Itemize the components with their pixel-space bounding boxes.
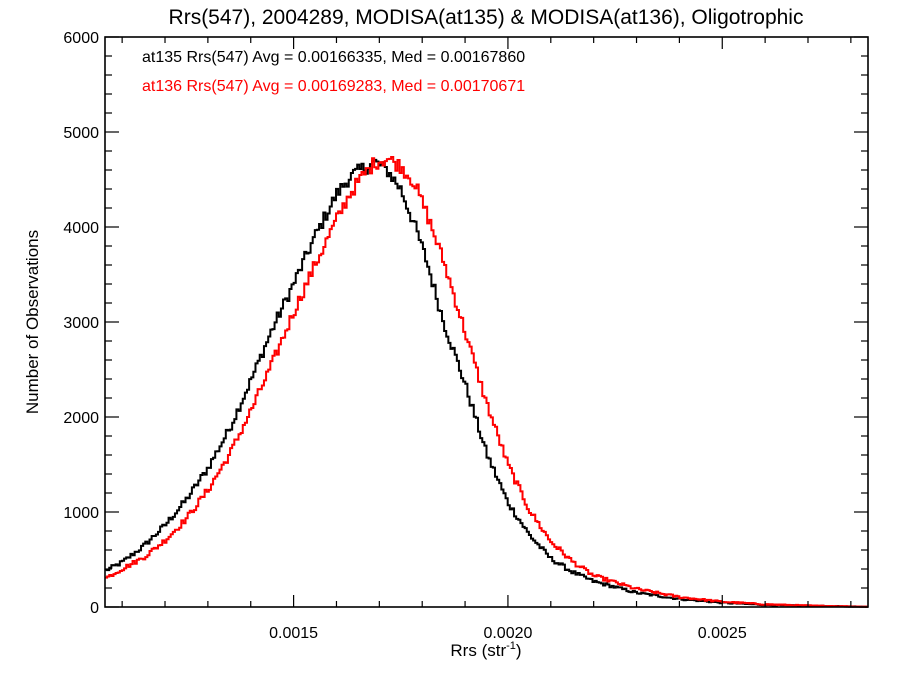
series-line-0 (105, 158, 868, 608)
ticks-layer: 0.0015 0.0020 0.0025 0 1000 2000 3000 4000 5000 6… (63, 30, 868, 642)
y-tick-label: 3000 (63, 315, 99, 332)
x-axis-label-main: Rrs (str (450, 641, 506, 660)
annotation-at135: at135 Rrs(547) Avg = 0.00166335, Med = 0… (142, 49, 525, 66)
x-tick-label: 0.0020 (483, 625, 532, 642)
y-axis-label: Number of Observations (23, 230, 42, 414)
chart-title: Rrs(547), 2004289, MODISA(at135) & MODIS… (169, 6, 804, 29)
y-tick-label: 6000 (63, 30, 99, 47)
annotation-group: at135 Rrs(547) Avg = 0.00166335, Med = 0… (142, 49, 525, 95)
series-line-1 (105, 155, 868, 608)
y-tick-label: 5000 (63, 125, 99, 142)
x-tick-label: 0.0025 (698, 625, 747, 642)
x-axis-label-close: ) (516, 641, 522, 660)
series-layer (105, 155, 868, 608)
x-axis-label-sup: -1 (506, 640, 516, 652)
plot-frame (104, 36, 869, 608)
annotation-at136: at136 Rrs(547) Avg = 0.00169283, Med = 0… (142, 78, 525, 95)
y-tick-label: 1000 (63, 505, 99, 522)
y-tick-label: 2000 (63, 410, 99, 427)
x-axis-label: Rrs (str-1) (450, 640, 521, 660)
x-tick-label: 0.0015 (269, 625, 318, 642)
y-tick-label: 0 (90, 600, 99, 617)
y-tick-label: 4000 (63, 220, 99, 237)
